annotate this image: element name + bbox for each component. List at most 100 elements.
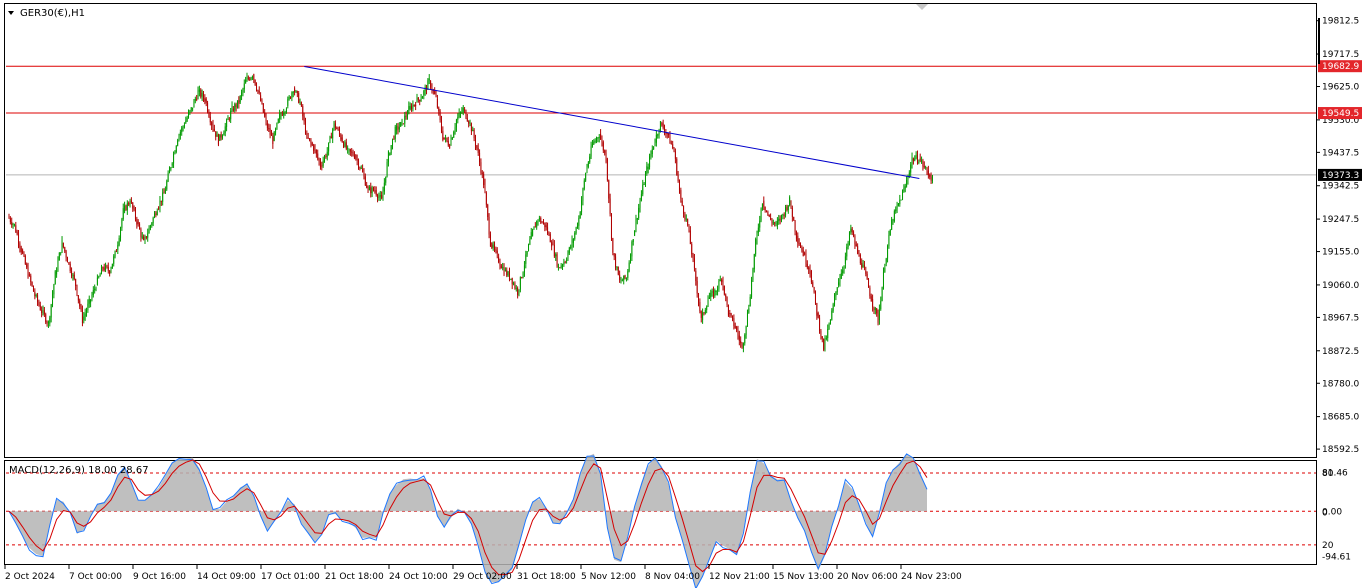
candle-body bbox=[606, 158, 608, 181]
candle-body bbox=[90, 299, 92, 303]
candle-body bbox=[406, 114, 408, 117]
candle-body bbox=[174, 151, 176, 155]
candle-body bbox=[438, 107, 440, 112]
candle-body bbox=[258, 91, 260, 93]
candle-body bbox=[227, 118, 229, 120]
candle-body bbox=[392, 138, 394, 146]
candle-body bbox=[34, 291, 36, 297]
candle-body bbox=[562, 264, 564, 266]
candle-body bbox=[281, 114, 283, 116]
candle-body bbox=[15, 225, 17, 233]
candle-body bbox=[217, 134, 219, 145]
candle-body bbox=[877, 313, 879, 323]
candle-body bbox=[343, 142, 345, 147]
candle-body bbox=[859, 254, 861, 264]
candle-body bbox=[464, 109, 466, 111]
candle-body bbox=[326, 151, 328, 157]
candle-body bbox=[506, 270, 508, 276]
candle-body bbox=[712, 291, 714, 297]
candle-body bbox=[360, 167, 362, 169]
symbol-title[interactable]: GER30(€),H1 bbox=[8, 8, 85, 19]
candle-body bbox=[65, 251, 67, 258]
candle-body bbox=[457, 117, 459, 120]
candle-body bbox=[273, 132, 275, 141]
candle-body bbox=[612, 238, 614, 253]
time-tick-label: 14 Oct 09:00 bbox=[197, 572, 256, 582]
dropdown-triangle-icon[interactable] bbox=[8, 11, 14, 15]
candle-body bbox=[164, 189, 166, 194]
candle-body bbox=[776, 221, 778, 226]
trendline-layer[interactable] bbox=[304, 66, 920, 180]
candle-body bbox=[356, 158, 358, 161]
candle-body bbox=[366, 185, 368, 188]
candle-body bbox=[183, 125, 185, 127]
candle-body bbox=[234, 104, 236, 111]
price-pane[interactable] bbox=[4, 3, 1317, 458]
candle-body bbox=[582, 188, 584, 201]
candle-body bbox=[196, 98, 198, 100]
candle-body bbox=[793, 216, 795, 221]
candle-body bbox=[121, 218, 123, 228]
candle-body bbox=[899, 199, 901, 205]
candle-body bbox=[914, 158, 916, 161]
candle-body bbox=[522, 272, 524, 278]
candle-body bbox=[674, 151, 676, 159]
candle-body bbox=[698, 293, 700, 303]
candle-body bbox=[855, 244, 857, 247]
candle-body bbox=[583, 180, 585, 189]
candle-body bbox=[537, 219, 539, 222]
candle-body bbox=[526, 251, 528, 255]
candle-body bbox=[440, 119, 442, 131]
candle-body bbox=[170, 167, 172, 170]
candle-body bbox=[381, 195, 383, 199]
candle-body bbox=[185, 120, 187, 124]
price-tick-label: 19437.5 bbox=[1322, 148, 1359, 158]
scroll-indicator[interactable] bbox=[1318, 18, 1320, 64]
candle-body bbox=[212, 123, 214, 129]
candle-body bbox=[340, 134, 342, 140]
price-tag-background bbox=[1318, 107, 1362, 120]
candle-body bbox=[324, 156, 326, 161]
candle-body bbox=[481, 172, 483, 174]
candle-body bbox=[819, 317, 821, 331]
candle-body bbox=[639, 200, 641, 208]
candle-body bbox=[809, 269, 811, 274]
time-tick-label: 2 Oct 2024 bbox=[5, 572, 55, 582]
candle-body bbox=[296, 91, 298, 94]
candle-body bbox=[906, 180, 908, 187]
candle-body bbox=[779, 218, 781, 221]
candle-body bbox=[31, 282, 33, 286]
price-tick-label: 19530.0 bbox=[1322, 116, 1359, 126]
candle-body bbox=[348, 148, 350, 152]
candle-body bbox=[126, 203, 128, 211]
candle-body bbox=[47, 321, 49, 324]
candle-body bbox=[60, 252, 62, 254]
candle-body bbox=[836, 287, 838, 292]
candle-body bbox=[190, 107, 192, 111]
candle-body bbox=[402, 123, 404, 125]
candle-body bbox=[722, 277, 724, 286]
candle-body bbox=[576, 225, 578, 228]
candle-body bbox=[829, 319, 831, 324]
candle-body bbox=[813, 286, 815, 293]
time-tick-label: 21 Oct 18:00 bbox=[325, 572, 384, 582]
candle-body bbox=[211, 122, 213, 126]
candle-body bbox=[659, 121, 661, 132]
candle-body bbox=[16, 232, 18, 235]
shift-marker-icon[interactable] bbox=[916, 4, 928, 10]
candle-body bbox=[401, 120, 403, 123]
candle-body bbox=[95, 288, 97, 290]
candle-body bbox=[786, 207, 788, 211]
candle-body bbox=[772, 222, 774, 224]
candle-body bbox=[222, 135, 224, 138]
candle-body bbox=[908, 172, 910, 177]
candle-body bbox=[863, 264, 865, 268]
candle-body bbox=[329, 136, 331, 143]
candle-body bbox=[814, 292, 816, 304]
candle-body bbox=[337, 129, 339, 131]
candle-body bbox=[732, 315, 734, 319]
candle-body bbox=[921, 160, 923, 162]
candle-body bbox=[768, 214, 770, 217]
price-tags: 19682.9 19549.5 19373.3 bbox=[1318, 60, 1362, 181]
